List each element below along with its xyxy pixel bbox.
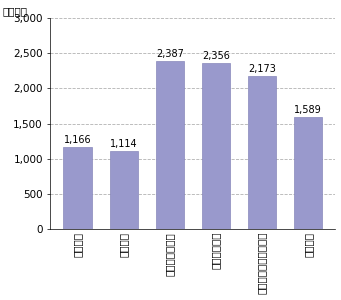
Bar xyxy=(109,151,138,229)
Text: 1,166: 1,166 xyxy=(64,135,91,145)
Bar xyxy=(63,147,92,229)
Text: 2,387: 2,387 xyxy=(156,49,184,59)
Bar xyxy=(202,63,230,229)
Text: 2,173: 2,173 xyxy=(248,64,276,74)
Text: 2,356: 2,356 xyxy=(202,52,230,61)
Text: 1,114: 1,114 xyxy=(110,139,138,149)
Bar xyxy=(248,76,277,229)
Text: （万円）: （万円） xyxy=(2,6,27,16)
Bar xyxy=(155,61,184,229)
Text: 1,589: 1,589 xyxy=(294,106,322,116)
Bar xyxy=(294,117,323,229)
